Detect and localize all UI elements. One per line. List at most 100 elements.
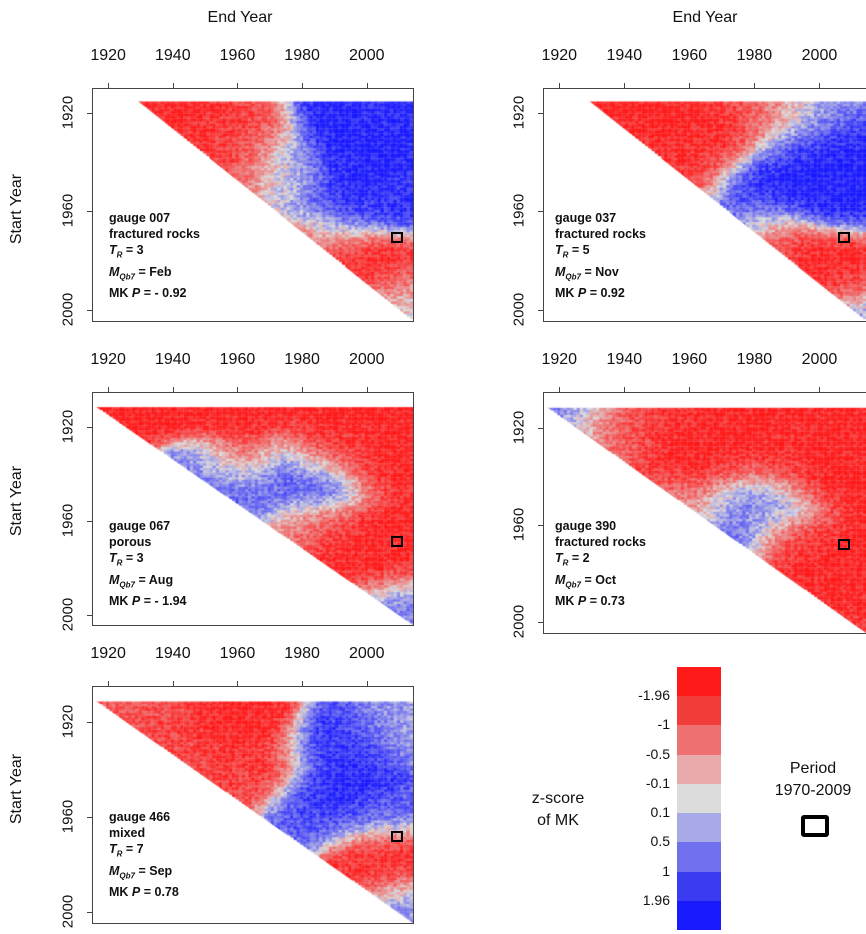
x-tick-label: 2000: [348, 351, 385, 368]
gauge-label: gauge 067: [109, 519, 171, 533]
colorbar-title: z-score of MK: [519, 788, 597, 832]
colorbar-tick-label: 0.1: [650, 804, 670, 821]
x-tick-mark: [302, 83, 304, 88]
heatmap-panel-gauge-466: gauge 466 mixed TR = 7 MQb7 = Sep MK P =…: [92, 686, 414, 924]
x-tick-label: 1980: [284, 351, 320, 368]
y-axis-title-row2: Start Year: [8, 465, 25, 537]
y-tick-mark: [87, 520, 92, 522]
x-tick-mark: [689, 387, 691, 392]
colorbar-title-line2: of MK: [537, 812, 579, 829]
geology-label: porous: [109, 535, 152, 549]
x-tick-mark: [366, 681, 368, 686]
x-tick-label: 1940: [155, 351, 191, 368]
y-tick-label: 1960: [510, 194, 528, 228]
m-label: MQb7 = Nov: [555, 264, 619, 282]
y-tick-label: 2000: [59, 895, 77, 929]
y-tick-mark: [538, 622, 543, 624]
heatmap-canvas: [544, 393, 866, 633]
gauge-label: gauge 037: [555, 211, 617, 225]
heatmap-canvas: [93, 89, 413, 321]
y-tick-mark: [87, 912, 92, 914]
heatmap-canvas: [544, 89, 866, 321]
heatmap-panel-gauge-390: gauge 390 fractured rocks TR = 2 MQb7 = …: [543, 392, 866, 634]
mk-label: MK P = - 0.92: [109, 286, 187, 300]
y-axis-title-row1: Start Year: [8, 173, 25, 245]
x-tick-label: 1960: [219, 351, 256, 368]
heatmap-panel-gauge-067: gauge 067 porous TR = 3 MQb7 = Aug MK P …: [92, 392, 414, 626]
mk-label: MK P = - 1.94: [109, 594, 187, 608]
heatmap-canvas: [93, 687, 413, 923]
m-label: MQb7 = Aug: [109, 572, 174, 590]
x-tick-mark: [108, 681, 110, 686]
x-tick-mark: [108, 387, 110, 392]
gauge-label: gauge 007: [109, 211, 171, 225]
tr-label: TR = 2: [555, 551, 590, 568]
x-tick-mark: [302, 681, 304, 686]
y-tick-mark: [538, 211, 543, 213]
x-tick-mark: [366, 83, 368, 88]
y-tick-label: 2000: [59, 597, 77, 631]
geology-label: mixed: [109, 826, 146, 840]
x-tick-label: 1980: [284, 645, 320, 662]
mk-label: MK P = 0.73: [555, 594, 625, 608]
y-tick-mark: [87, 112, 92, 114]
y-tick-mark: [87, 427, 92, 429]
period-marker: [391, 232, 403, 243]
colorbar-segment: [677, 813, 721, 843]
colorbar-segment: [677, 842, 721, 873]
colorbar-tick-label: 1: [662, 862, 670, 879]
colorbar-tick-label: -0.1: [645, 774, 670, 791]
x-tick-label: 1980: [284, 47, 320, 64]
x-tick-label: 1920: [90, 351, 126, 368]
x-tick-label: 1940: [606, 351, 643, 368]
x-tick-mark: [559, 83, 561, 88]
tr-label: TR = 7: [109, 842, 144, 859]
y-tick-mark: [87, 310, 92, 312]
panel-annotation: gauge 037 fractured rocks TR = 5 MQb7 = …: [555, 210, 646, 301]
x-tick-label: 1920: [90, 47, 126, 64]
x-tick-label: 1920: [541, 47, 578, 64]
panel-annotation: gauge 390 fractured rocks TR = 2 MQb7 = …: [555, 518, 646, 609]
period-marker: [838, 232, 850, 243]
geology-label: fractured rocks: [109, 227, 201, 241]
y-tick-label: 2000: [59, 292, 77, 327]
m-label: MQb7 = Feb: [109, 264, 172, 282]
gauge-label: gauge 390: [555, 519, 617, 533]
x-tick-mark: [237, 681, 239, 686]
x-tick-label: 1920: [541, 351, 578, 368]
x-tick-mark: [237, 387, 239, 392]
colorbar-segment: [677, 871, 721, 902]
y-tick-label: 1960: [59, 799, 77, 834]
x-tick-label: 2000: [348, 47, 385, 64]
x-tick-mark: [754, 387, 756, 392]
colorbar-segment: [677, 696, 721, 726]
x-tick-label: 1980: [736, 47, 773, 64]
m-label: MQb7 = Oct: [555, 572, 617, 590]
y-tick-mark: [87, 721, 92, 723]
geology-label: fractured rocks: [555, 535, 647, 549]
colorbar-tick-label: 0.5: [650, 833, 670, 850]
panel-annotation: gauge 007 fractured rocks TR = 3 MQb7 = …: [109, 210, 200, 301]
x-tick-mark: [819, 83, 821, 88]
y-tick-label: 2000: [510, 605, 528, 639]
x-tick-label: 2000: [348, 645, 385, 662]
colorbar-segment: [677, 754, 721, 785]
x-tick-label: 1920: [90, 645, 126, 662]
y-tick-label: 1920: [59, 409, 77, 444]
x-tick-label: 1960: [219, 645, 256, 662]
x-tick-label: 1960: [671, 351, 708, 368]
colorbar-segment: [677, 667, 721, 697]
panel-annotation: gauge 067 porous TR = 3 MQb7 = Aug MK P …: [109, 518, 186, 609]
y-tick-mark: [538, 525, 543, 527]
y-tick-mark: [87, 817, 92, 819]
x-tick-label: 1940: [155, 645, 191, 662]
x-tick-label: 1940: [606, 47, 643, 64]
period-legend-line1: Period: [789, 760, 837, 777]
period-marker: [391, 831, 403, 842]
period-legend-marker-icon: [801, 815, 829, 837]
y-axis-title-row3: Start Year: [8, 753, 25, 825]
y-tick-label: 1920: [59, 95, 77, 129]
y-tick-label: 2000: [510, 292, 528, 327]
mk-label: MK P = 0.92: [555, 286, 625, 300]
period-legend: Period 1970-2009: [763, 758, 863, 802]
